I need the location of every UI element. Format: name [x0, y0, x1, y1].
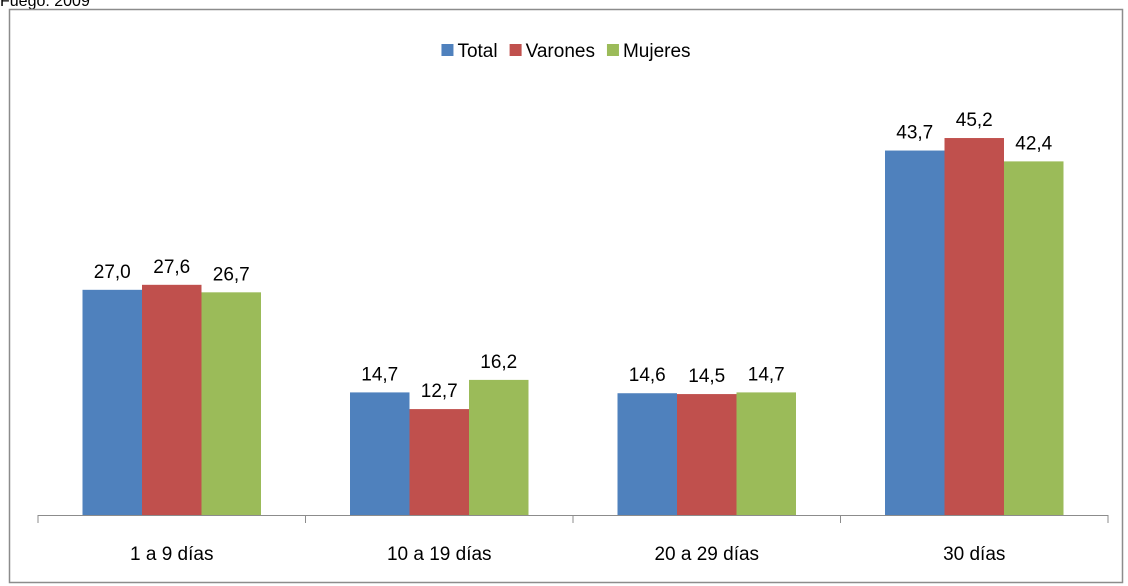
- legend-swatch: [441, 44, 454, 56]
- value-label: 16,2: [480, 352, 517, 373]
- value-label: 45,2: [956, 110, 993, 131]
- x-tick-label: 30 días: [943, 544, 1005, 565]
- value-label: 26,7: [213, 264, 250, 285]
- value-label: 14,7: [361, 364, 398, 385]
- bar: [350, 392, 410, 515]
- value-label: 43,7: [896, 123, 933, 144]
- value-label: 42,4: [1015, 133, 1052, 154]
- legend-label: Mujeres: [623, 41, 691, 62]
- x-tick-label: 1 a 9 días: [130, 544, 213, 565]
- bar: [1004, 161, 1064, 515]
- value-label: 14,7: [748, 364, 785, 385]
- legend-label: Varones: [526, 41, 595, 62]
- legend-swatch: [509, 44, 522, 56]
- bar: [736, 392, 796, 515]
- bar: [677, 394, 737, 515]
- legend-swatch: [606, 44, 619, 56]
- legend-label: Total: [457, 41, 497, 62]
- bar: [142, 284, 202, 515]
- x-tick-label: 10 a 19 días: [387, 544, 492, 565]
- value-label: 12,7: [421, 381, 458, 402]
- bar: [617, 393, 677, 515]
- value-label: 27,6: [153, 257, 190, 278]
- value-label: 14,6: [629, 365, 666, 386]
- bar: [409, 409, 469, 515]
- bar: [201, 292, 261, 515]
- bar: [82, 289, 142, 515]
- value-label: 14,5: [688, 366, 725, 387]
- value-label: 27,0: [94, 262, 131, 283]
- bar: [469, 379, 529, 515]
- bar: [885, 150, 945, 516]
- x-tick-label: 20 a 29 días: [654, 544, 759, 565]
- chart-subtitle: Fuego: 2009: [0, 0, 90, 10]
- bar: [944, 138, 1004, 516]
